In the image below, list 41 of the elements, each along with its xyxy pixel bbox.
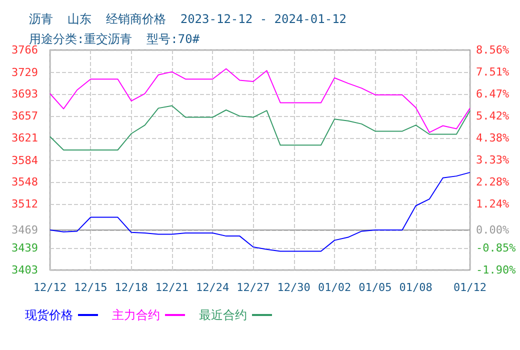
y2-tick-label: 2.28%: [476, 176, 510, 189]
line-series: [50, 105, 470, 150]
y2-tick-label: 6.47%: [476, 87, 510, 100]
x-tick-label: 12/27: [236, 281, 270, 294]
y2-tick-label: 1.24%: [476, 197, 510, 210]
y2-tick-label: 7.51%: [476, 66, 510, 79]
y2-tick-label: -1.90%: [476, 264, 516, 276]
y-tick-label: 3439: [12, 242, 38, 255]
y-tick-label: 3512: [12, 197, 38, 210]
x-tick-label: 01/02: [318, 281, 352, 294]
line-series: [50, 68, 470, 133]
x-tick-label: 12/30: [277, 281, 310, 294]
legend-label: 最近合约: [199, 308, 247, 322]
y-tick-label: 3657: [12, 110, 38, 123]
x-tick-label: 12/15: [74, 281, 108, 294]
y2-tick-label: 3.33%: [476, 154, 510, 166]
x-tick-label: 12/12: [33, 281, 67, 294]
x-tick-label: 12/21: [155, 281, 188, 294]
y2-tick-label: 0.00%: [476, 224, 510, 237]
y2-tick-label: -0.85%: [476, 241, 516, 254]
y-tick-label: 3693: [12, 88, 38, 101]
y-tick-label: 3729: [12, 66, 38, 79]
legend-label: 现货价格: [25, 308, 73, 322]
y-tick-label: 3403: [12, 264, 38, 276]
line-series: [50, 172, 470, 252]
y2-tick-label: 8.56%: [476, 44, 510, 56]
y-tick-label: 3548: [12, 176, 38, 189]
legend-label: 主力合约: [112, 308, 160, 322]
x-tick-label: 12/24: [196, 281, 230, 294]
y-tick-label: 3469: [12, 224, 38, 236]
y-tick-label: 3621: [12, 131, 38, 144]
y-tick-label: 3584: [12, 154, 38, 167]
x-tick-label: 01/12: [453, 281, 487, 294]
x-tick-label: 12/18: [114, 281, 148, 294]
x-tick-label: 01/05: [358, 281, 392, 294]
y2-tick-label: 4.38%: [476, 131, 510, 144]
y-tick-label: 3766: [12, 44, 38, 56]
x-tick-label: 01/08: [399, 281, 432, 294]
y2-tick-label: 5.42%: [476, 110, 510, 123]
chart-title: 沥青 山东 经销商价格 2023-12-12 - 2024-01-12: [29, 12, 347, 26]
chart-subtitle: 用途分类:重交沥青 型号:70#: [29, 32, 200, 46]
